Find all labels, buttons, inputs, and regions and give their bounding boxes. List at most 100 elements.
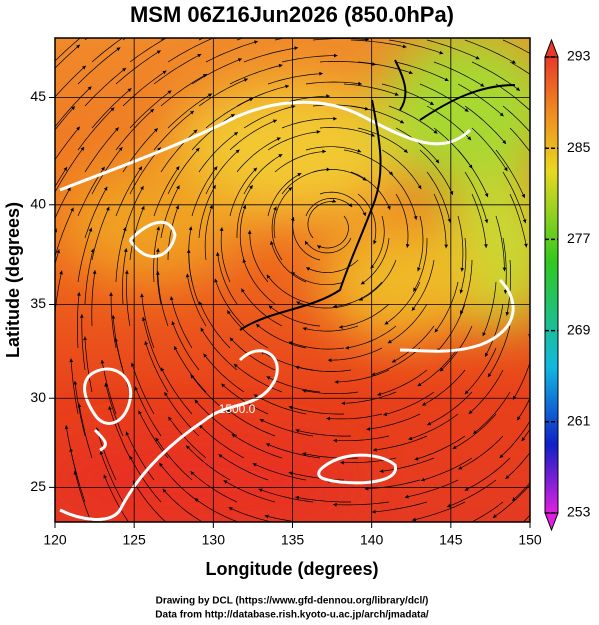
stream-arrow xyxy=(444,77,449,82)
stream-arrow xyxy=(535,377,539,381)
stream-arrow xyxy=(522,219,527,224)
streamline xyxy=(521,428,530,442)
stream-arrow xyxy=(123,248,128,253)
stream-arrow xyxy=(160,367,165,372)
streamline xyxy=(359,259,397,301)
streamline xyxy=(505,451,530,480)
stream-arrow xyxy=(304,240,309,245)
colorbar-tick-label: 261 xyxy=(567,413,591,429)
streamline xyxy=(412,238,428,292)
stream-arrow xyxy=(499,454,504,458)
stream-arrow xyxy=(294,46,299,51)
streamline xyxy=(191,166,218,217)
stream-arrow xyxy=(167,90,172,95)
stream-arrow xyxy=(138,410,142,415)
streamline xyxy=(420,457,473,481)
streamline xyxy=(228,507,274,522)
streamline xyxy=(185,445,231,481)
stream-arrow xyxy=(327,358,332,363)
stream-arrow xyxy=(268,305,273,310)
stream-arrow xyxy=(153,128,158,133)
stream-arrow xyxy=(360,280,365,285)
stream-arrow xyxy=(173,32,177,35)
stream-arrow xyxy=(92,270,97,274)
streamline xyxy=(509,193,527,248)
streamline xyxy=(433,61,485,87)
stream-arrow xyxy=(411,306,416,311)
streamline xyxy=(472,391,511,434)
stream-arrow xyxy=(502,267,507,272)
stream-arrow xyxy=(108,406,112,411)
streamline xyxy=(84,127,119,173)
map-field: 1500.0 xyxy=(37,25,543,542)
stream-arrow xyxy=(118,147,123,152)
stream-arrow xyxy=(92,25,96,29)
stream-arrow xyxy=(237,58,242,62)
streamline xyxy=(162,488,204,522)
streamline xyxy=(343,149,394,176)
stream-arrow xyxy=(190,374,195,379)
streamline xyxy=(249,230,269,283)
streamline xyxy=(464,171,488,224)
streamline xyxy=(255,323,307,349)
stream-arrow xyxy=(480,83,485,87)
streamline xyxy=(70,447,86,503)
streamline xyxy=(141,293,155,349)
stream-arrow xyxy=(203,353,208,358)
streamline xyxy=(305,198,353,217)
stream-arrow xyxy=(185,273,190,278)
stream-arrow xyxy=(295,495,300,500)
streamline xyxy=(511,482,530,502)
footer-line: Drawing by DCL (https://www.gfd-dennou.o… xyxy=(156,596,429,607)
stream-arrow xyxy=(83,336,87,341)
stream-arrow xyxy=(67,187,71,192)
streamline xyxy=(333,435,390,442)
stream-arrow xyxy=(387,205,391,210)
stream-arrow xyxy=(379,469,384,474)
stream-arrow xyxy=(176,185,180,190)
stream-arrow xyxy=(156,50,161,54)
streamline xyxy=(55,166,68,188)
stream-arrow xyxy=(394,92,399,96)
streamline xyxy=(273,186,293,239)
stream-arrow xyxy=(162,488,167,493)
stream-arrow xyxy=(140,186,144,191)
stream-arrow xyxy=(511,60,516,64)
streamline xyxy=(194,399,238,437)
stream-arrow xyxy=(484,193,489,198)
streamline xyxy=(155,437,193,481)
stream-arrow xyxy=(155,248,160,253)
streamline xyxy=(370,215,385,269)
stream-arrow xyxy=(540,169,543,173)
stream-arrow xyxy=(41,380,45,384)
stream-arrow xyxy=(242,205,247,209)
streamline xyxy=(304,237,352,254)
streamline xyxy=(371,501,428,513)
streamline xyxy=(319,127,375,137)
stream-arrow xyxy=(252,463,257,467)
stream-arrow xyxy=(455,527,459,531)
streamline xyxy=(77,227,92,283)
stream-arrow xyxy=(266,376,271,380)
streamline xyxy=(91,146,123,195)
stream-arrow xyxy=(302,452,307,456)
footer-line: Data from http://database.rish.kyoto-u.a… xyxy=(155,610,429,621)
streamline xyxy=(509,61,530,75)
x-tick-label: 120 xyxy=(43,532,67,548)
stream-arrow xyxy=(413,287,417,292)
stream-arrow xyxy=(162,70,167,75)
streamline xyxy=(167,147,200,195)
streamline xyxy=(170,296,193,349)
stream-arrow xyxy=(56,249,60,254)
streamline xyxy=(48,402,55,458)
stream-arrow xyxy=(399,119,404,124)
streamline xyxy=(333,281,383,307)
stream-arrow xyxy=(501,538,505,542)
stream-arrow xyxy=(64,425,69,430)
streamline xyxy=(55,228,57,234)
streamline xyxy=(417,215,424,272)
streamline xyxy=(198,78,248,107)
streamline xyxy=(115,226,127,283)
stream-arrow xyxy=(276,137,281,141)
stream-arrow xyxy=(37,358,41,362)
